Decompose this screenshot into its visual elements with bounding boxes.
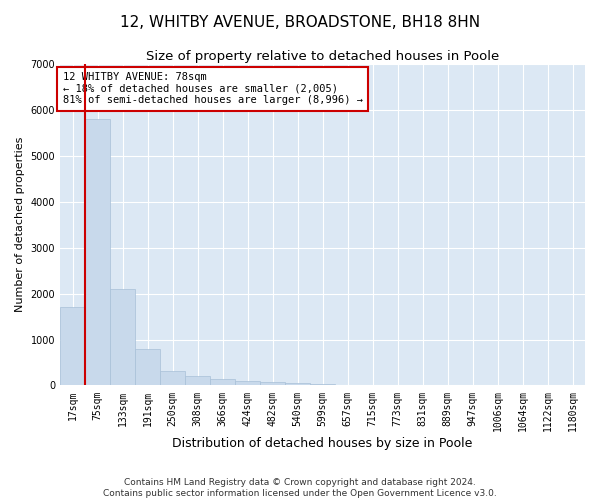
Bar <box>260 382 285 386</box>
X-axis label: Distribution of detached houses by size in Poole: Distribution of detached houses by size … <box>172 437 473 450</box>
Text: Contains HM Land Registry data © Crown copyright and database right 2024.
Contai: Contains HM Land Registry data © Crown c… <box>103 478 497 498</box>
Bar <box>185 376 210 386</box>
Bar <box>210 380 235 386</box>
Text: 12 WHITBY AVENUE: 78sqm
← 18% of detached houses are smaller (2,005)
81% of semi: 12 WHITBY AVENUE: 78sqm ← 18% of detache… <box>62 72 362 106</box>
Text: 12, WHITBY AVENUE, BROADSTONE, BH18 8HN: 12, WHITBY AVENUE, BROADSTONE, BH18 8HN <box>120 15 480 30</box>
Title: Size of property relative to detached houses in Poole: Size of property relative to detached ho… <box>146 50 499 63</box>
Bar <box>310 384 335 386</box>
Bar <box>235 381 260 386</box>
Bar <box>285 383 310 386</box>
Bar <box>360 385 385 386</box>
Bar <box>60 308 85 386</box>
Y-axis label: Number of detached properties: Number of detached properties <box>15 137 25 312</box>
Bar <box>160 371 185 386</box>
Bar <box>110 289 135 386</box>
Bar <box>85 119 110 386</box>
Bar <box>335 384 360 386</box>
Bar <box>135 348 160 386</box>
